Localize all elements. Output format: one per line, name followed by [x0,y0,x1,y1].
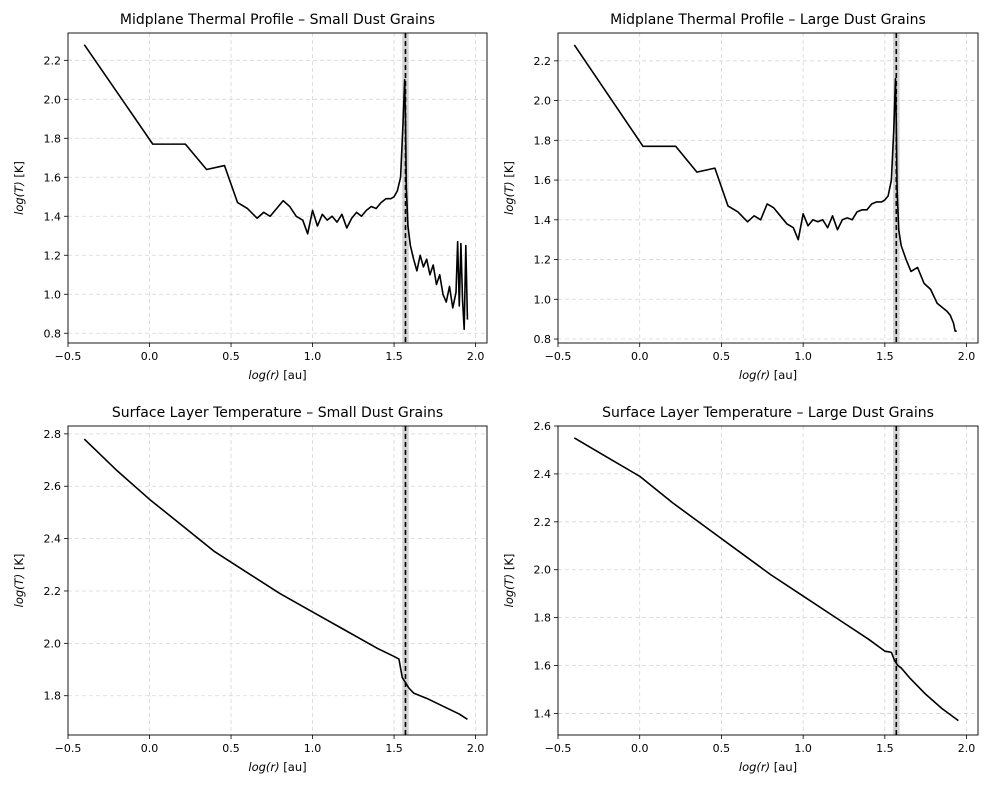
y-tick-label: 2.0 [44,637,62,650]
y-tick-label: 2.8 [44,428,62,441]
y-tick-label: 2.2 [44,54,62,67]
x-tick-label: −0.5 [545,350,572,363]
axes-frame [557,425,979,736]
x-tick-label: 0.5 [713,742,731,755]
x-axis-label: log(r) [au] [739,760,797,774]
x-tick-label: 0.5 [713,350,731,363]
series-line-1 [83,44,469,331]
x-tick-label: 0.0 [141,350,159,363]
subplot-3: −0.5 0.0 0.5 1.0 1.5 2.0 1.8 2.0 2.2 2.4 2.6 2.8 Sur… [12,405,488,774]
x-axis-label: log(r) [au] [739,368,797,382]
y-tick-label: 1.4 [534,214,552,227]
y-tick-label: 1.8 [534,612,552,625]
y-tick-label: 2.0 [534,564,552,577]
y-tick-label: 1.8 [44,132,62,145]
x-tick-label: 1.0 [794,742,812,755]
x-tick-label: 1.0 [794,350,812,363]
x-tick-label: 1.5 [385,742,403,755]
y-tick-label: 2.4 [44,533,62,546]
y-tick-label: 1.2 [534,254,552,267]
y-axis-label: log(T) [K] [12,554,26,608]
y-tick-label: 2.2 [534,516,552,529]
subplot-1: −0.5 0.0 0.5 1.0 1.5 2.0 0.8 1.0 1.2 1.4 1.6 1.8 2.0… [12,12,488,382]
x-tick-label: 2.0 [958,742,976,755]
y-tick-label: 2.2 [534,55,552,68]
x-tick-label: 2.0 [467,350,485,363]
y-axis-label: log(T) [K] [502,161,516,215]
y-axis-label: log(T) [K] [502,554,516,608]
x-tick-label: 0.5 [222,350,240,363]
y-tick-label: 1.6 [534,174,552,187]
x-tick-label: 0.0 [141,742,159,755]
y-tick-label: 1.0 [44,288,62,301]
axes-frame [67,32,488,344]
x-tick-label: 1.5 [876,350,894,363]
y-tick-label: 0.8 [534,333,552,346]
series-line-1 [573,437,959,722]
y-tick-label: 1.2 [44,249,62,262]
x-tick-label: 1.5 [876,742,894,755]
x-tick-label: −0.5 [55,742,82,755]
chart-title: Surface Layer Temperature – Large Dust G… [602,405,934,421]
x-tick-label: 1.0 [304,742,322,755]
y-tick-label: 2.6 [44,480,62,493]
y-tick-label: 1.4 [534,707,552,720]
x-tick-label: 2.0 [958,350,976,363]
y-tick-label: 2.0 [44,93,62,106]
y-tick-label: 1.4 [44,210,62,223]
x-axis-label: log(r) [au] [248,760,306,774]
axes-frame [557,32,979,344]
y-tick-label: 2.6 [534,420,552,433]
y-tick-label: 1.6 [534,660,552,673]
x-tick-label: 0.0 [631,350,649,363]
y-tick-label: 0.8 [44,327,62,340]
subplot-4: −0.5 0.0 0.5 1.0 1.5 2.0 1.4 1.6 1.8 2.0 2.2 2.4 2.6… [502,405,979,774]
x-tick-label: 1.5 [385,350,403,363]
y-tick-label: 2.0 [534,95,552,108]
subplot-2: −0.5 0.0 0.5 1.0 1.5 2.0 0.8 1.0 1.2 1.4 1.6 1.8 2.0… [502,12,979,382]
x-tick-label: 1.0 [304,350,322,363]
y-tick-label: 1.8 [534,134,552,147]
x-axis-label: log(r) [au] [248,368,306,382]
x-tick-label: 2.0 [467,742,485,755]
x-tick-label: 0.0 [631,742,649,755]
chart-title: Midplane Thermal Profile – Small Dust Gr… [120,12,435,28]
y-axis-label: log(T) [K] [12,161,26,215]
x-tick-label: −0.5 [55,350,82,363]
y-tick-label: 2.4 [534,468,552,481]
y-tick-label: 2.2 [44,585,62,598]
y-tick-label: 1.0 [534,293,552,306]
y-tick-label: 1.6 [44,171,62,184]
axes-frame [67,425,488,736]
series-line-1 [83,438,468,720]
chart-title: Surface Layer Temperature – Small Dust G… [112,405,443,421]
series-line-1 [573,44,957,332]
x-tick-label: −0.5 [545,742,572,755]
x-tick-label: 0.5 [222,742,240,755]
chart-title: Midplane Thermal Profile – Large Dust Gr… [610,12,926,28]
y-tick-label: 1.8 [44,690,62,703]
